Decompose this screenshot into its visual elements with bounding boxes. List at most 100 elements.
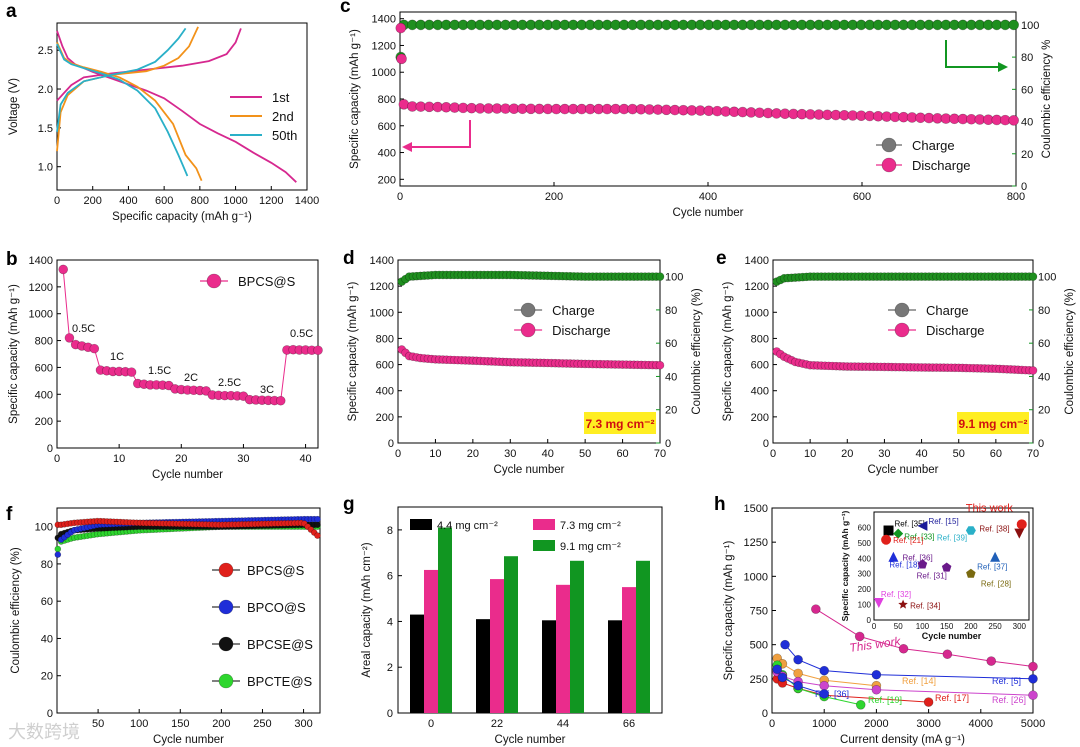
panel-g-legend-swatch <box>410 519 432 530</box>
panel-g-ytick-label: 2 <box>387 662 393 674</box>
panel-h-inset-frame <box>873 511 1030 621</box>
panel-b-point <box>64 333 75 343</box>
panel-g-bar <box>410 614 424 713</box>
panel-d-efficiency-point <box>655 272 665 281</box>
panel-b-ylabel: Specific capacity (mAh g⁻¹) <box>8 284 20 424</box>
panel-e-y2tick-label: 60 <box>1038 338 1050 350</box>
panel-c-y2tick-label: 0 <box>1021 181 1027 193</box>
panel-c-xtick-label: 0 <box>397 191 403 203</box>
panel-h-inset-marker <box>1016 519 1027 530</box>
panel-h-point <box>793 668 803 679</box>
panel-d-legend-label: Discharge <box>552 323 611 338</box>
panel-f-point <box>54 551 62 558</box>
panel-d-xtick-label: 70 <box>654 448 666 460</box>
panel-h-inset-marker <box>941 562 952 572</box>
panel-g-legend-label: 7.3 mg cm⁻² <box>560 520 621 532</box>
panel-a-xtick-label: 1000 <box>223 195 247 207</box>
panel-h-inset-point-label: Ref. [32] <box>881 590 911 599</box>
panel-h-series-line <box>776 669 825 695</box>
panel-h-inset-point-label: Ref. [31] <box>917 572 947 581</box>
panel-f-legend-marker <box>218 636 234 652</box>
panel-e-legend-discharge-marker <box>894 322 910 338</box>
panel-h-inset-xtick-label: 0 <box>872 622 877 631</box>
panel-f-ylabel: Coulombic efficiency (%) <box>10 547 22 674</box>
panel-f-plot: 50 100 150 200 250 300 0 20 40 60 80 100 Cycle numbe… <box>10 507 321 746</box>
panel-f-ytick-label: 40 <box>41 633 53 645</box>
panel-b-ytick-label: 1400 <box>29 255 53 267</box>
panel-e-xtick-label: 10 <box>804 448 816 460</box>
panel-b-ytick-label: 1200 <box>29 282 53 294</box>
panel-h-inset-point-label: Ref. [36] <box>902 553 932 562</box>
panel-f-legend-label: BPCS@S <box>247 563 305 578</box>
panel-h-xtick-label: 5000 <box>1021 718 1045 730</box>
panel-b-rate-label: 0.5C <box>290 328 313 340</box>
panel-c-y2tick-label: 100 <box>1021 20 1039 32</box>
panel-c-efficiency-point <box>1008 19 1019 31</box>
panel-a-legend-label: 1st <box>272 90 290 105</box>
panel-b-rate-label: 1C <box>110 351 124 363</box>
panel-h-inset-ytick-label: 500 <box>858 539 872 548</box>
panel-h-inset-ytick-label: 400 <box>858 554 872 563</box>
panel-h-ytick-label: 750 <box>750 606 768 618</box>
panel-b-xtick-label: 20 <box>175 453 187 465</box>
panel-a-xtick-label: 1200 <box>259 195 283 207</box>
panel-c-xtick-label: 400 <box>699 191 717 203</box>
panel-h-series-line <box>815 608 1034 667</box>
panel-c-ytick-label: 1200 <box>372 40 396 52</box>
panel-e-capacity-point <box>1028 366 1038 375</box>
panel-label-h: h <box>714 494 726 515</box>
panel-g-xtick-label: 22 <box>491 718 503 730</box>
panel-e-y2tick-label: 20 <box>1038 405 1050 417</box>
panel-b-rate-label: 1.5C <box>148 365 171 377</box>
panel-g-bar <box>636 560 650 713</box>
panel-c-arrow-right <box>945 40 1000 68</box>
panel-e-ytick-label: 600 <box>751 360 769 372</box>
panel-h-point <box>898 643 909 654</box>
panel-h-inset-point-label: Ref. [34] <box>910 602 940 611</box>
panel-h-inset-marker <box>917 520 928 531</box>
panel-b-ytick-label: 200 <box>35 416 53 428</box>
panel-e-legend-charge-marker <box>894 302 910 318</box>
panel-d-frame <box>397 259 661 444</box>
panel-e-efficiency-point <box>1028 272 1038 281</box>
panel-h-inset-point-label: Ref. [35] <box>895 520 925 529</box>
panel-f-point <box>314 532 321 539</box>
panel-c-capacity-point <box>396 53 407 65</box>
panel-d-xtick-label: 20 <box>467 448 479 460</box>
panel-g-ytick-label: 6 <box>387 571 393 583</box>
panel-c-ytick-label: 200 <box>378 174 396 186</box>
panel-h-point <box>819 689 830 699</box>
panel-label-c: c <box>340 0 351 17</box>
panel-a-ytick-label: 2.0 <box>38 84 53 96</box>
panel-d-y2tick-label: 100 <box>665 272 683 284</box>
panel-a-frame <box>56 22 308 191</box>
panel-f-legend-label: BPCTE@S <box>247 674 313 689</box>
panel-e-annotation-box <box>957 412 1029 434</box>
panel-d-y2label: Coulombic efficiency (%) <box>691 288 703 415</box>
panel-c-ytick-label: 800 <box>378 94 396 106</box>
panel-f-legend-marker <box>218 562 234 578</box>
panel-h-plot: 0 1000 2000 3000 4000 50000250500750100012501… <box>723 503 1045 746</box>
panel-h-inset-ytick-label: 0 <box>867 616 872 625</box>
panel-h-series-label: Ref. [5] <box>992 676 1021 686</box>
panel-e-plot: 0 10 20 30 40 50 60 700200400600800100012001400… <box>722 255 1076 476</box>
panel-e-ytick-label: 1000 <box>745 307 769 319</box>
panel-h-inset-point-label: Ref. [21] <box>893 536 923 545</box>
panel-g-legend-swatch <box>533 519 555 530</box>
panel-b-rate-label: 2.5C <box>218 377 241 389</box>
panel-h-ytick-label: 250 <box>750 674 768 686</box>
panel-d-xtick-label: 60 <box>616 448 628 460</box>
panel-h-point <box>819 665 830 676</box>
panel-h-inset-point-label: Ref. [15] <box>928 517 958 526</box>
panel-c-ytick-label: 400 <box>378 148 396 160</box>
panel-c-arrow-left <box>410 120 471 148</box>
panel-label-d: d <box>343 248 355 269</box>
panel-b-ytick-label: 400 <box>35 389 53 401</box>
panel-a-series-line <box>56 28 242 102</box>
panel-d-ytick-label: 600 <box>376 360 394 372</box>
panel-d-xtick-label: 40 <box>542 448 554 460</box>
panel-f-legend-marker <box>218 673 234 689</box>
panel-c-y2label: Coulombic efficiency % <box>1041 40 1053 159</box>
panel-c-xtick-label: 600 <box>853 191 871 203</box>
